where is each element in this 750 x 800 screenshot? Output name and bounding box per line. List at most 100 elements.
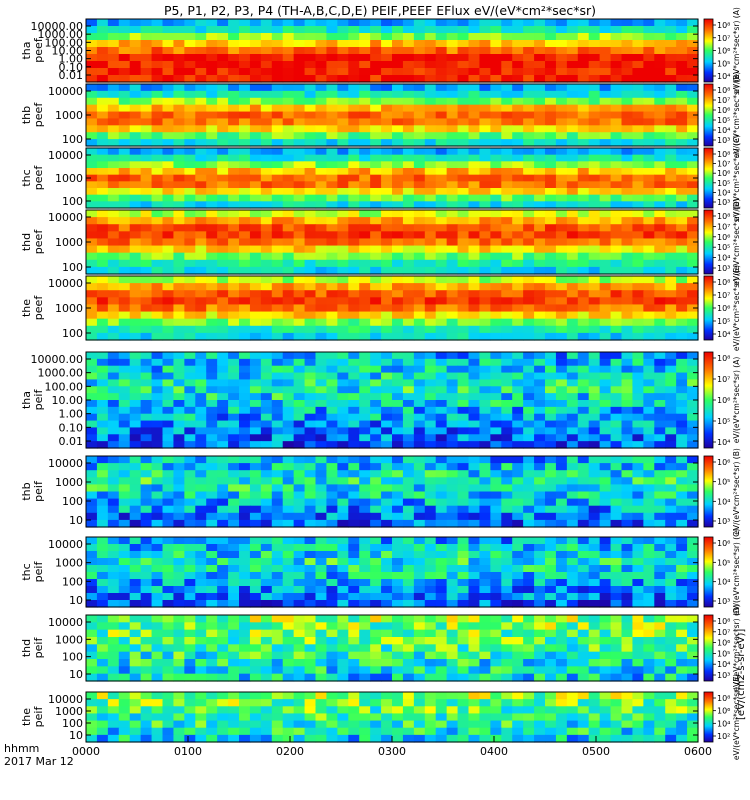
y-tick-label: 1000 bbox=[55, 476, 83, 489]
panel-thc-peif: 10000 1000 100 10 thc peif 10⁶ 10⁵ 10⁴ 10³ eV/(eV*… bbox=[20, 529, 741, 616]
colorbar bbox=[703, 455, 714, 528]
colorbar-tick-label: 10⁵ bbox=[717, 59, 730, 68]
y-tick-label: 10 bbox=[69, 668, 83, 681]
figure-title: P5, P1, P2, P3, P4 (TH-A,B,C,D,E) PEIF,P… bbox=[164, 3, 596, 18]
colorbar-tick-label: 10² bbox=[717, 732, 730, 741]
x-tick-label: 0200 bbox=[276, 745, 304, 758]
x-axis: 0000 0100 0200 0300 0400 0500 0600 bbox=[72, 736, 712, 758]
colorbar-label: eV/(eV*cm²*sec*sr) (D) bbox=[732, 604, 741, 691]
colorbar-label: eV/(eV*cm²*sec*sr) (B) bbox=[732, 448, 741, 535]
y-tick-label: 100 bbox=[62, 261, 83, 274]
panel-label-product: peif bbox=[32, 706, 45, 728]
y-tick-label: 10 bbox=[69, 594, 83, 607]
colorbar-tick-label: 10⁴ bbox=[717, 254, 730, 263]
colorbar-tick-label: 10⁷ bbox=[717, 96, 730, 105]
colorbar bbox=[703, 614, 714, 682]
colorbar-tick-label: 10⁴ bbox=[717, 330, 730, 339]
colorbar-tick-label: 10⁴ bbox=[717, 497, 730, 506]
colorbar-tick-label: 10⁶ bbox=[717, 539, 730, 548]
spectrogram-image bbox=[86, 19, 699, 83]
panel-label-product: peif bbox=[32, 637, 45, 659]
x-tick-label: 0100 bbox=[174, 745, 202, 758]
colorbar-label: eV/(eV*cm²*sec*sr) (A) bbox=[732, 357, 741, 444]
x-tick-label: 0600 bbox=[684, 745, 712, 758]
y-tick-label: 100 bbox=[62, 717, 83, 730]
panel-label-product: peef bbox=[32, 229, 45, 255]
panel-label-product: peef bbox=[32, 102, 45, 128]
panel-label-probe: thd bbox=[20, 639, 33, 657]
y-tick-label: 1000 bbox=[55, 172, 83, 185]
colorbar bbox=[703, 275, 714, 341]
panel-label-probe: thc bbox=[20, 169, 33, 186]
colorbar-tick-label: 10³ bbox=[717, 136, 730, 145]
spectrogram-image bbox=[86, 148, 699, 209]
y-tick-label: 10 bbox=[69, 729, 83, 742]
spectrogram-image bbox=[86, 692, 699, 743]
panel-frame bbox=[85, 614, 699, 682]
colorbar-label: eV/(eV*cm²*sec*sr) (C) bbox=[732, 529, 741, 616]
colorbar-tick-label: 10⁸ bbox=[717, 86, 730, 95]
panel-label-product: peef bbox=[32, 37, 45, 63]
y-tick-label: 1.00 bbox=[59, 53, 84, 66]
panel-label-probe: tha bbox=[20, 41, 33, 59]
y-tick-label: 1000 bbox=[55, 302, 83, 315]
spectrogram-image bbox=[86, 537, 699, 608]
y-tick-label: 100.00 bbox=[45, 36, 84, 49]
colorbar-label: eV/(eV*cm²*sec*sr) (C) bbox=[732, 135, 741, 222]
spectrogram-image bbox=[86, 615, 699, 682]
panel-thb-peif: 10000 1000 100 10 thb peif 10⁶ 10⁵ 10⁴ 10³ eV/(eV*… bbox=[20, 448, 741, 535]
y-tick-label: 0.10 bbox=[59, 421, 84, 434]
x-tick-label: 0000 bbox=[72, 745, 100, 758]
colorbar bbox=[703, 18, 714, 83]
colorbar-tick-label: 10⁷ bbox=[717, 628, 730, 637]
panel-label-probe: thc bbox=[20, 563, 33, 580]
colorbar-label: eV/(eV*cm²*sec*sr) (A) bbox=[732, 7, 741, 94]
panels-group: 10000.001000.00100.0010.001.000.100.01th… bbox=[20, 7, 741, 760]
panel-label-product: peif bbox=[32, 480, 45, 502]
y-tick-label: 1000.00 bbox=[38, 367, 84, 380]
colorbar-tick-label: 10⁵ bbox=[717, 417, 730, 426]
colorbar bbox=[703, 147, 714, 209]
colorbar-units-label: [eV/(cm2-s-sr-eV)] bbox=[736, 629, 747, 720]
spectrogram-image bbox=[86, 352, 699, 449]
colorbar-label: eV/(eV*cm²*sec*sr) (E) bbox=[732, 674, 741, 760]
colorbar-tick-label: 10⁸ bbox=[717, 278, 730, 287]
colorbar-tick-label: 10⁸ bbox=[717, 212, 730, 221]
y-tick-label: 10000 bbox=[48, 277, 83, 290]
spectrogram-image bbox=[86, 210, 699, 275]
x-tick-label: 0500 bbox=[582, 745, 610, 758]
panel-label-probe: thb bbox=[20, 106, 33, 124]
y-tick-label: 1000 bbox=[55, 557, 83, 570]
date-label: 2017 Mar 12 bbox=[4, 755, 74, 768]
colorbar bbox=[703, 536, 714, 608]
colorbar bbox=[703, 209, 714, 275]
y-tick-label: 1000 bbox=[55, 633, 83, 646]
panel-label-probe: thd bbox=[20, 233, 33, 251]
colorbar-tick-label: 10⁷ bbox=[717, 34, 730, 43]
y-tick-label: 10000 bbox=[48, 211, 83, 224]
colorbar-tick-label: 10⁶ bbox=[717, 396, 730, 405]
y-tick-label: 100 bbox=[62, 195, 83, 208]
x-tick-label: 0300 bbox=[378, 745, 406, 758]
panel-label-probe: the bbox=[20, 299, 33, 317]
y-tick-label: 1000 bbox=[55, 705, 83, 718]
y-tick-label: 10000 bbox=[48, 616, 83, 629]
colorbar-tick-label: 10⁸ bbox=[717, 21, 730, 30]
y-tick-label: 10 bbox=[69, 514, 83, 527]
y-tick-label: 100.00 bbox=[45, 380, 84, 393]
colorbar-tick-label: 10⁵ bbox=[717, 179, 730, 188]
y-tick-label: 100 bbox=[62, 327, 83, 340]
colorbar-tick-label: 10⁶ bbox=[717, 707, 730, 716]
colorbar-tick-label: 10⁴ bbox=[717, 72, 730, 81]
colorbar-tick-label: 10⁴ bbox=[717, 126, 730, 135]
y-tick-label: 10000 bbox=[48, 149, 83, 162]
y-tick-label: 10000 bbox=[48, 538, 83, 551]
y-tick-label: 100 bbox=[62, 133, 83, 146]
y-tick-label: 10000 bbox=[48, 85, 83, 98]
colorbar-tick-label: 10⁶ bbox=[717, 458, 730, 467]
colorbar-tick-label: 10⁷ bbox=[717, 375, 730, 384]
